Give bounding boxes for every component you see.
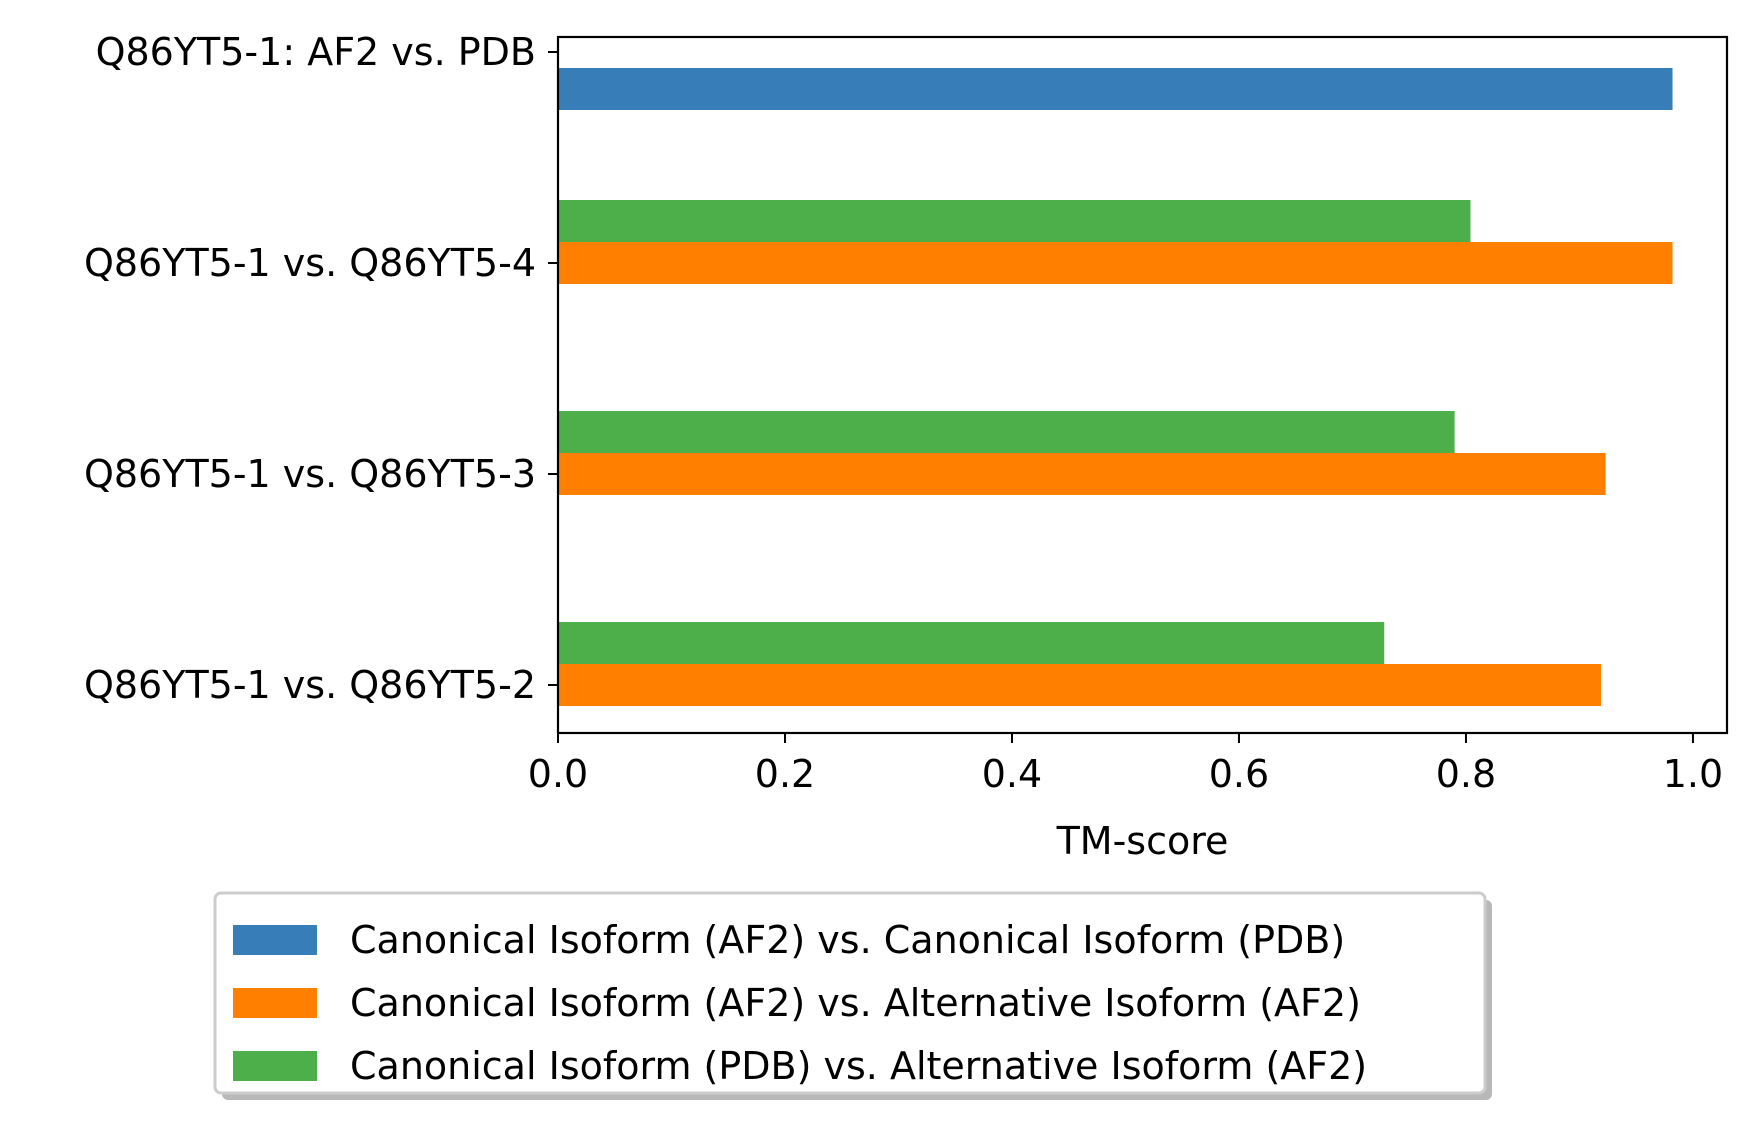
bar-2-3: [558, 453, 1606, 495]
bar-3-2: [558, 200, 1471, 242]
bar-2-4: [558, 664, 1602, 706]
x-tick-label: 0.4: [982, 752, 1042, 796]
legend-label: Canonical Isoform (PDB) vs. Alternative …: [350, 1044, 1367, 1088]
legend: Canonical Isoform (AF2) vs. Canonical Is…: [213, 891, 1492, 1100]
bar-2-2: [558, 242, 1673, 284]
y-axis: Q86YT5-1: AF2 vs. PDB Q86YT5-1 vs. Q86YT5…: [84, 30, 558, 707]
bar-3-4: [558, 622, 1385, 664]
x-axis-label: TM-score: [1056, 819, 1229, 863]
legend-label: Canonical Isoform (AF2) vs. Alternative …: [350, 981, 1361, 1025]
x-axis: 0.0 0.2 0.4 0.6 0.8 1.0: [528, 733, 1723, 796]
bar-3-3: [558, 411, 1455, 453]
x-tick-label: 0.0: [528, 752, 588, 796]
y-tick-label: Q86YT5-1: AF2 vs. PDB: [96, 30, 536, 74]
legend-label: Canonical Isoform (AF2) vs. Canonical Is…: [350, 918, 1345, 962]
legend-swatch: [233, 925, 317, 955]
x-tick-label: 0.8: [1436, 752, 1496, 796]
x-tick-label: 0.6: [1209, 752, 1269, 796]
bars-group: [558, 68, 1673, 706]
y-tick-label: Q86YT5-1 vs. Q86YT5-4: [84, 241, 536, 285]
legend-swatch: [233, 988, 317, 1018]
bar-1-1: [558, 68, 1673, 110]
legend-box: [213, 891, 1487, 1095]
x-tick-label: 1.0: [1663, 752, 1723, 796]
x-tick-label: 0.2: [755, 752, 815, 796]
legend-swatch: [233, 1051, 317, 1081]
y-tick-label: Q86YT5-1 vs. Q86YT5-2: [84, 663, 536, 707]
plot-frame: [556, 35, 1729, 735]
y-tick-label: Q86YT5-1 vs. Q86YT5-3: [84, 452, 536, 496]
